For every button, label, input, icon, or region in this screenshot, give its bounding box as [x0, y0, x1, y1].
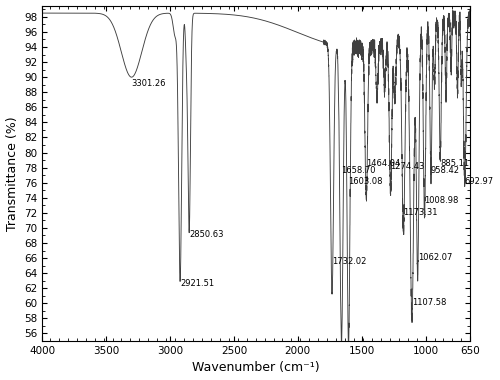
Text: 2850.63: 2850.63 — [189, 230, 224, 239]
Text: 3301.26: 3301.26 — [132, 79, 166, 89]
Text: 1173.31: 1173.31 — [404, 207, 438, 217]
Text: 1732.02: 1732.02 — [332, 256, 366, 266]
Text: 1107.58: 1107.58 — [412, 298, 446, 307]
Text: 1658.70: 1658.70 — [342, 166, 376, 175]
Text: 1274.43: 1274.43 — [390, 162, 425, 171]
Text: 958.42: 958.42 — [431, 166, 460, 175]
Text: 1603.08: 1603.08 — [348, 177, 383, 187]
Text: 885.11: 885.11 — [440, 158, 470, 168]
Y-axis label: Transmittance (%): Transmittance (%) — [6, 116, 18, 231]
Text: 1464.04: 1464.04 — [366, 158, 400, 168]
Text: 2921.51: 2921.51 — [180, 279, 214, 288]
Text: 1008.98: 1008.98 — [424, 196, 459, 205]
Text: 1062.07: 1062.07 — [418, 253, 452, 262]
X-axis label: Wavenumber (cm⁻¹): Wavenumber (cm⁻¹) — [192, 361, 320, 374]
Text: 692.97: 692.97 — [465, 177, 494, 187]
